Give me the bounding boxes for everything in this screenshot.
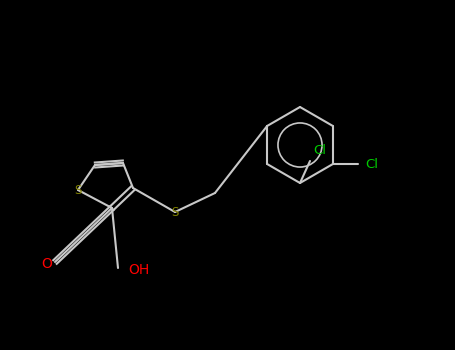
Text: O: O xyxy=(41,257,52,271)
Text: Cl: Cl xyxy=(365,158,379,170)
Text: Cl: Cl xyxy=(313,145,327,158)
Text: S: S xyxy=(172,205,179,218)
Text: S: S xyxy=(74,183,82,196)
Text: OH: OH xyxy=(128,263,149,277)
